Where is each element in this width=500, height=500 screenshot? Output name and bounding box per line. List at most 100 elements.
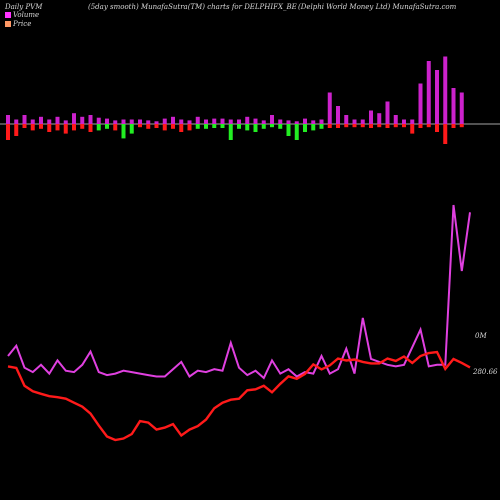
volume-bar-up xyxy=(426,61,431,124)
volume-bar-up xyxy=(294,121,299,124)
volume-bar-up xyxy=(47,119,52,124)
volume-bar-up xyxy=(270,115,274,124)
volume-bar-up xyxy=(187,120,192,124)
header-left: Daily PVM xyxy=(5,3,43,11)
volume-bar-up xyxy=(121,119,126,124)
volume-bar-down xyxy=(138,124,142,128)
price-last-label: 280.66 xyxy=(472,368,498,376)
volume-bar-down xyxy=(426,124,431,128)
volume-bar-up xyxy=(55,116,60,124)
volume-bar-down xyxy=(278,124,283,129)
volume-bar-up xyxy=(253,118,258,124)
volume-bar-up xyxy=(311,120,316,124)
volume-bar-down xyxy=(105,124,109,129)
legend-volume-label: Volume xyxy=(13,11,40,19)
volume-bar-down xyxy=(245,124,250,131)
volume-bar-down xyxy=(162,124,167,131)
volume-bar-down xyxy=(146,124,151,129)
volume-bar-down xyxy=(96,124,101,131)
volume-bar-up xyxy=(369,110,373,124)
volume-bar-down xyxy=(39,124,43,129)
volume-bar-down xyxy=(336,124,340,128)
volume-bar-up xyxy=(96,117,101,124)
volume-bar-down xyxy=(270,124,274,128)
volume-bar-down xyxy=(220,124,225,128)
volume-bar-down xyxy=(204,124,208,129)
volume-bar-up xyxy=(228,119,233,124)
volume-bar-up xyxy=(146,120,151,124)
volume-bar-down xyxy=(459,124,464,128)
volume-bar-up xyxy=(88,115,93,124)
volume-bar-down xyxy=(344,124,349,128)
volume-bar-up xyxy=(129,119,134,124)
volume-bar-down xyxy=(352,124,357,128)
volume-bar-up xyxy=(385,101,390,124)
volume-bar-up xyxy=(30,119,35,124)
volume-bar-down xyxy=(154,124,159,128)
volume-bar-up xyxy=(352,119,357,124)
volume-bar-down xyxy=(72,124,76,131)
volume-last-label: 0M xyxy=(475,332,487,340)
volume-bar-down xyxy=(418,124,423,128)
volume-bar-down xyxy=(195,124,200,129)
volume-bar-down xyxy=(47,124,52,132)
volume-bar-up xyxy=(171,116,175,124)
legend-volume: Volume xyxy=(5,11,39,19)
volume-bar-down xyxy=(303,124,307,132)
volume-bar-up xyxy=(459,92,464,124)
volume-bar-up xyxy=(377,113,382,124)
legend-volume-swatch xyxy=(5,12,11,18)
volume-bar-down xyxy=(30,124,35,131)
volume-bar-down xyxy=(311,124,316,131)
legend-price: Price xyxy=(5,20,31,28)
volume-bar-down xyxy=(228,124,233,140)
volume-bar-up xyxy=(344,115,349,124)
volume-bar-down xyxy=(327,124,332,128)
volume-bar-down xyxy=(319,124,324,129)
volume-bar-down xyxy=(393,124,398,128)
volume-bar-up xyxy=(402,119,406,124)
volume-bar-up xyxy=(204,119,208,124)
header-title: (5day smooth) MunafaSutra(TM) charts for… xyxy=(88,3,297,11)
volume-bar-up xyxy=(443,56,448,124)
volume-bar-down xyxy=(212,124,217,128)
volume-bar-up xyxy=(162,118,167,124)
volume-bar-up xyxy=(154,121,159,124)
volume-bar-down xyxy=(410,124,415,134)
volume-bar-down xyxy=(369,124,373,128)
volume-bar-up xyxy=(14,119,19,124)
volume-bar-down xyxy=(451,124,456,128)
volume-bar-up xyxy=(237,119,241,124)
volume-bar-up xyxy=(212,118,217,124)
volume-bar-down xyxy=(286,124,291,136)
volume-bar-down xyxy=(187,124,192,131)
volume-bar-up xyxy=(336,106,340,124)
volume-bar-down xyxy=(443,124,448,144)
volume-bar-up xyxy=(39,116,43,124)
legend-price-swatch xyxy=(5,21,11,27)
volume-bar-up xyxy=(6,115,10,124)
volume-bar-up xyxy=(303,118,307,124)
volume-bar-up xyxy=(179,119,184,124)
volume-bar-up xyxy=(319,119,324,124)
volume-bar-down xyxy=(435,124,439,132)
volume-bar-up xyxy=(80,116,85,124)
volume-bar-down xyxy=(179,124,184,132)
volume-bar-down xyxy=(55,124,60,131)
volume-bar-up xyxy=(220,118,225,124)
volume-bar-up xyxy=(360,119,365,124)
volume-bar-up xyxy=(418,83,423,124)
volume-bar-up xyxy=(410,119,415,124)
volume-bar-down xyxy=(121,124,126,139)
volume-bar-up xyxy=(327,92,332,124)
volume-bar-up xyxy=(113,120,118,124)
volume-bar-down xyxy=(6,124,10,140)
volume-bar-down xyxy=(385,124,390,128)
volume-bar-up xyxy=(286,120,291,124)
volume-bar-up xyxy=(435,70,439,124)
volume-bar-down xyxy=(22,124,27,128)
price-line xyxy=(7,350,471,442)
volume-bar-down xyxy=(80,124,85,129)
